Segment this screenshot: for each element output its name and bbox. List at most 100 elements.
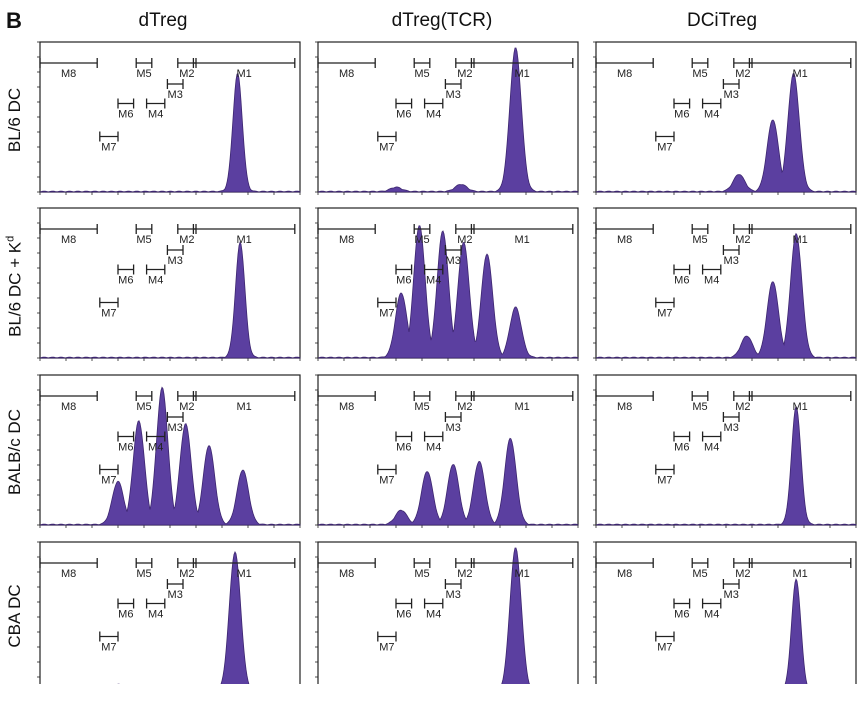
panel-frame (595, 41, 857, 193)
gate-label-m5: M5 (414, 401, 429, 413)
histogram-panel-cba-dc-dtreg-tcr: M1 M2 M3 M4 M5 M6 M7 M8 (315, 541, 579, 684)
gate-label-m4: M4 (426, 442, 441, 454)
gate-label-m5: M5 (414, 68, 429, 80)
gate-label-m6: M6 (396, 609, 411, 621)
histogram-panel-cba-dc-dcitreg: M1 M2 M3 M4 M5 M6 M7 M8 (593, 541, 857, 684)
gate-label-m5: M5 (692, 568, 707, 580)
gate-label-m4: M4 (148, 275, 163, 287)
gate-label-m2: M2 (457, 401, 472, 413)
gate-label-m3: M3 (168, 589, 183, 601)
histogram-panel-cba-dc-dtreg: M1 M2 M3 M4 M5 M6 M7 M8 (37, 541, 301, 684)
gate-label-m7: M7 (379, 642, 394, 654)
gate-label-m5: M5 (414, 568, 429, 580)
gate-label-m5: M5 (692, 68, 707, 80)
gate-label-m6: M6 (396, 275, 411, 287)
histogram-panel-bl-6-dc-dtreg-tcr: M1 M2 M3 M4 M5 M6 M7 M8 (315, 41, 579, 195)
gate-label-m5: M5 (136, 234, 151, 246)
gate-label-m5: M5 (136, 568, 151, 580)
column-title-dcitreg: DCiTreg (686, 10, 758, 31)
gate-label-m7: M7 (657, 142, 672, 154)
gate-label-m7: M7 (379, 475, 394, 487)
gate-label-m3: M3 (724, 255, 739, 267)
gate-label-m2: M2 (735, 568, 750, 580)
gate-label-m1: M1 (514, 234, 529, 246)
histogram-panel-balb-c-dc-dtreg: M1 M2 M3 M4 M5 M6 M7 M8 (37, 374, 301, 528)
gate-label-m1: M1 (792, 568, 807, 580)
gate-label-m8: M8 (61, 68, 76, 80)
gate-label-m7: M7 (101, 642, 116, 654)
gate-label-m7: M7 (379, 142, 394, 154)
gate-label-m2: M2 (457, 234, 472, 246)
histogram-area (117, 550, 250, 684)
gate-label-m6: M6 (674, 609, 689, 621)
gate-label-m4: M4 (148, 109, 163, 121)
gate-label-m4: M4 (148, 442, 163, 454)
gate-label-m1: M1 (792, 401, 807, 413)
gate-label-m8: M8 (617, 568, 632, 580)
panel-letter: B (6, 8, 22, 33)
panel-frame (595, 374, 857, 526)
gate-label-m6: M6 (396, 442, 411, 454)
gate-label-m1: M1 (514, 401, 529, 413)
histogram-area (39, 241, 301, 359)
histogram-area (595, 72, 857, 193)
gate-label-m1: M1 (236, 401, 251, 413)
gate-label-m2: M2 (735, 401, 750, 413)
gate-label-m2: M2 (179, 234, 194, 246)
gate-label-m3: M3 (446, 589, 461, 601)
gate-label-m8: M8 (61, 234, 76, 246)
gate-label-m2: M2 (179, 68, 194, 80)
gate-label-m6: M6 (674, 109, 689, 121)
histogram-panel-balb-c-dc-dtreg-tcr: M1 M2 M3 M4 M5 M6 M7 M8 (315, 374, 579, 528)
gate-label-m2: M2 (735, 68, 750, 80)
histogram-area (39, 386, 301, 526)
histogram-area (317, 225, 579, 359)
gate-label-m7: M7 (101, 475, 116, 487)
gate-label-m6: M6 (674, 442, 689, 454)
gate-label-m6: M6 (118, 275, 133, 287)
gate-label-m1: M1 (792, 234, 807, 246)
gate-label-m7: M7 (657, 308, 672, 320)
histogram-panel-bl-6-dc-dtreg: M1 M2 M3 M4 M5 M6 M7 M8 (37, 41, 301, 195)
gate-label-m1: M1 (514, 568, 529, 580)
gate-label-m7: M7 (657, 642, 672, 654)
gate-label-m8: M8 (617, 234, 632, 246)
panel-frame (317, 41, 579, 193)
gate-label-m6: M6 (118, 442, 133, 454)
gate-label-m5: M5 (692, 234, 707, 246)
gate-label-m8: M8 (339, 234, 354, 246)
gate-label-m2: M2 (457, 68, 472, 80)
gate-label-m4: M4 (426, 275, 441, 287)
histogram-area (595, 405, 857, 526)
gate-label-m4: M4 (704, 275, 719, 287)
gate-label-m8: M8 (61, 568, 76, 580)
gate-label-m5: M5 (414, 234, 429, 246)
gate-label-m1: M1 (792, 68, 807, 80)
gate-label-m8: M8 (339, 401, 354, 413)
gate-label-m6: M6 (118, 109, 133, 121)
gate-label-m3: M3 (168, 422, 183, 434)
gate-label-m1: M1 (236, 68, 251, 80)
gate-label-m8: M8 (339, 68, 354, 80)
panel-frame (595, 207, 857, 359)
histogram-area (501, 547, 530, 684)
gate-label-m6: M6 (396, 109, 411, 121)
gate-label-m3: M3 (168, 89, 183, 101)
gate-label-m7: M7 (101, 308, 116, 320)
gate-label-m3: M3 (446, 89, 461, 101)
gate-label-m2: M2 (179, 401, 194, 413)
gate-label-m2: M2 (179, 568, 194, 580)
gate-label-m3: M3 (724, 422, 739, 434)
gate-label-m2: M2 (735, 234, 750, 246)
gate-label-m7: M7 (101, 142, 116, 154)
column-title-dtreg-tcr: dTreg(TCR) (391, 10, 493, 31)
gate-label-m4: M4 (426, 109, 441, 121)
histogram-area (39, 72, 301, 193)
gate-label-m5: M5 (692, 401, 707, 413)
gate-label-m3: M3 (724, 589, 739, 601)
histogram-panel-balb-c-dc-dcitreg: M1 M2 M3 M4 M5 M6 M7 M8 (593, 374, 857, 528)
gate-label-m1: M1 (236, 568, 251, 580)
gate-label-m7: M7 (657, 475, 672, 487)
gate-label-m1: M1 (236, 234, 251, 246)
histogram-grid: M1 M2 M3 M4 M5 M6 M7 M8 M1 M2 M3 M4 M5 M6 M7 M8 M1 M2 M3 M4… (37, 41, 857, 684)
